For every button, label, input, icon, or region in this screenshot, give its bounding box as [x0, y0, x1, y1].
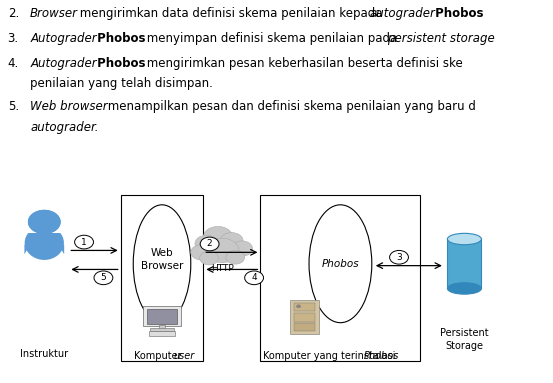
Text: Phobos: Phobos [431, 7, 484, 20]
Text: mengirimkan data definisi skema penilaian kepada: mengirimkan data definisi skema penilaia… [76, 7, 386, 20]
Bar [447, 239, 482, 288]
Circle shape [29, 211, 60, 233]
Ellipse shape [447, 283, 482, 294]
Circle shape [200, 251, 218, 265]
Text: autograder.: autograder. [30, 121, 98, 134]
Text: 4: 4 [251, 273, 257, 282]
Text: 4.: 4. [8, 57, 19, 70]
Text: HTTP: HTTP [211, 264, 233, 273]
Text: 3.: 3. [8, 32, 19, 45]
Text: menyimpan definisi skema penilaian pada: menyimpan definisi skema penilaian pada [143, 32, 401, 45]
Bar [290, 300, 320, 334]
Text: Persistent
Storage: Persistent Storage [440, 328, 489, 351]
Text: Web
Browser: Web Browser [141, 247, 183, 271]
Text: Web browser: Web browser [30, 100, 108, 113]
Text: autograder: autograder [369, 7, 435, 20]
Circle shape [204, 226, 233, 248]
PathPatch shape [24, 229, 64, 254]
Circle shape [191, 245, 212, 260]
Ellipse shape [309, 205, 372, 322]
Circle shape [195, 235, 218, 252]
Bar [121, 195, 204, 361]
Circle shape [200, 237, 219, 251]
Text: 5.: 5. [8, 100, 19, 113]
Text: Komputer yang terinstalasi: Komputer yang terinstalasi [263, 352, 399, 362]
Circle shape [205, 238, 239, 263]
Text: 2: 2 [207, 239, 212, 249]
Circle shape [296, 305, 301, 308]
Text: user: user [173, 352, 194, 362]
Text: mengirimkan pesan keberhasilan beserta definisi ske: mengirimkan pesan keberhasilan beserta d… [143, 57, 463, 70]
Text: Phobos: Phobos [364, 352, 399, 362]
Text: 2.: 2. [8, 7, 19, 20]
Circle shape [244, 271, 264, 285]
Bar [294, 303, 315, 311]
Circle shape [75, 235, 93, 249]
Text: Phobos: Phobos [93, 32, 145, 45]
Circle shape [220, 232, 243, 249]
Bar [150, 328, 174, 331]
Text: Phobos: Phobos [322, 259, 359, 269]
Bar [143, 306, 181, 326]
Bar [23, 211, 65, 233]
Bar [159, 325, 165, 329]
Ellipse shape [25, 226, 64, 260]
Text: 5: 5 [101, 273, 106, 282]
Text: 1: 1 [81, 237, 87, 247]
Text: Komputer: Komputer [134, 352, 185, 362]
Text: Browser: Browser [30, 7, 78, 20]
Text: 3: 3 [396, 253, 402, 262]
Text: Autograder: Autograder [30, 57, 97, 70]
Text: Phobos: Phobos [93, 57, 145, 70]
Circle shape [226, 250, 244, 264]
Text: menampilkan pesan dan definisi skema penilaian yang baru d: menampilkan pesan dan definisi skema pen… [103, 100, 476, 113]
Text: penilaian yang telah disimpan.: penilaian yang telah disimpan. [30, 77, 213, 90]
Text: Instruktur: Instruktur [20, 349, 69, 359]
Bar [294, 323, 315, 331]
Circle shape [390, 250, 409, 264]
Circle shape [94, 271, 113, 285]
Circle shape [232, 241, 253, 256]
Circle shape [29, 211, 60, 233]
Ellipse shape [133, 205, 191, 322]
Bar [147, 309, 177, 324]
Bar [294, 313, 315, 322]
Text: persistent storage: persistent storage [387, 32, 495, 45]
Bar [149, 331, 175, 336]
Bar [260, 195, 420, 361]
Text: Autograder: Autograder [30, 32, 97, 45]
Ellipse shape [447, 233, 482, 245]
